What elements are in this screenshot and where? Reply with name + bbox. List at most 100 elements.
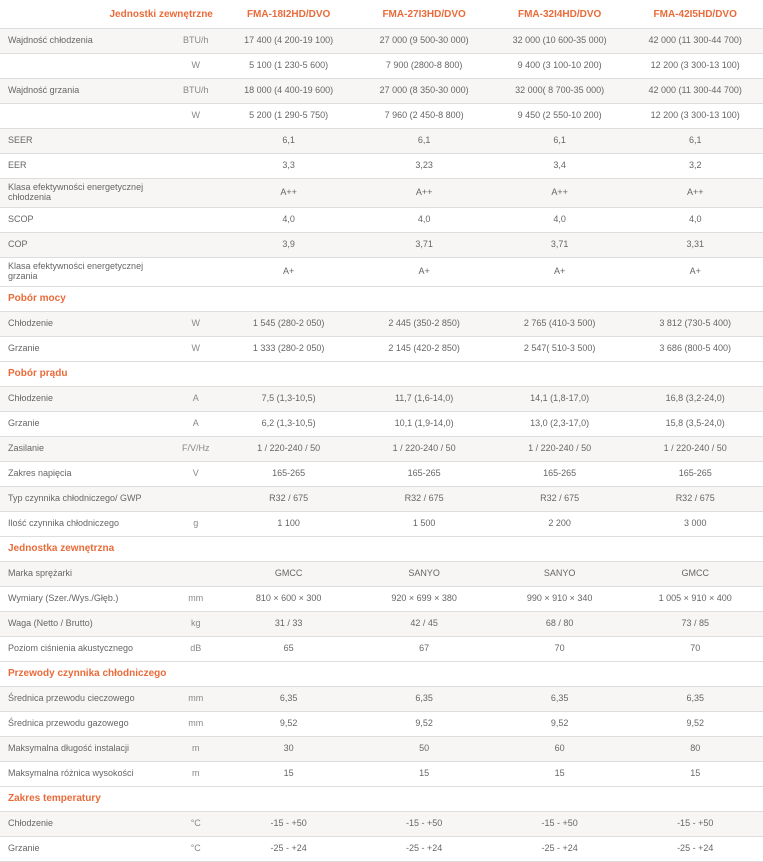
spec-unit: °C [171, 811, 221, 836]
spec-label: Maksymalna długość instalacji [0, 736, 171, 761]
spec-value: 1 500 [356, 511, 492, 536]
spec-value: 165-265 [221, 461, 357, 486]
spec-unit [171, 207, 221, 232]
section-header-label: Pobór prądu [0, 361, 763, 386]
spec-value: 1 / 220-240 / 50 [627, 436, 763, 461]
spec-unit [171, 257, 221, 286]
spec-label: Zakres napięcia [0, 461, 171, 486]
header-model: FMA-27I3HD/DVO [356, 0, 492, 29]
spec-value: GMCC [221, 561, 357, 586]
spec-value: 5 100 (1 230-5 600) [221, 54, 357, 79]
section-header-row: Przewody czynnika chłodniczego [0, 661, 763, 686]
section-header-row: Jednostka zewnętrzna [0, 536, 763, 561]
spec-unit: mm [171, 686, 221, 711]
spec-value: A++ [356, 179, 492, 208]
spec-value: 31 / 33 [221, 611, 357, 636]
spec-value: A+ [627, 257, 763, 286]
spec-unit: mm [171, 711, 221, 736]
spec-value: 3 000 [627, 511, 763, 536]
spec-row: Wajdność grzaniaBTU/h18 000 (4 400-19 60… [0, 79, 763, 104]
spec-value: 9,52 [221, 711, 357, 736]
spec-value: 17 400 (4 200-19 100) [221, 29, 357, 54]
spec-unit: A [171, 386, 221, 411]
spec-unit: m [171, 736, 221, 761]
spec-row: GrzanieA6,2 (1,3-10,5)10,1 (1,9-14,0)13,… [0, 411, 763, 436]
spec-unit: A [171, 411, 221, 436]
spec-value: 65 [221, 636, 357, 661]
spec-label: EER [0, 154, 171, 179]
spec-value: 32 000 (10 600-35 000) [492, 29, 628, 54]
spec-row: Poziom ciśnienia akustycznegodB65677070 [0, 636, 763, 661]
spec-value: 42 000 (11 300-44 700) [627, 29, 763, 54]
spec-value: A++ [627, 179, 763, 208]
spec-value: -25 - +24 [627, 836, 763, 861]
spec-value: 70 [492, 636, 628, 661]
spec-value: 12 200 (3 300-13 100) [627, 54, 763, 79]
spec-value: 15,8 (3,5-24,0) [627, 411, 763, 436]
spec-value: A++ [492, 179, 628, 208]
spec-unit: W [171, 54, 221, 79]
spec-label: Wymiary (Szer./Wys./Głęb.) [0, 586, 171, 611]
spec-row: Typ czynnika chłodniczego/ GWPR32 / 675R… [0, 486, 763, 511]
spec-value: GMCC [627, 561, 763, 586]
spec-value: 67 [356, 636, 492, 661]
header-model: FMA-18I2HD/DVO [221, 0, 357, 29]
spec-value: 1 / 220-240 / 50 [356, 436, 492, 461]
spec-value: 68 / 80 [492, 611, 628, 636]
spec-value: 3,3 [221, 154, 357, 179]
spec-row: Maksymalna różnica wysokościm15151515 [0, 761, 763, 786]
spec-value: A++ [221, 179, 357, 208]
section-header-label: Jednostka zewnętrzna [0, 536, 763, 561]
spec-label: Chłodzenie [0, 386, 171, 411]
spec-value: 165-265 [627, 461, 763, 486]
spec-value: 3,9 [221, 232, 357, 257]
spec-label: Wajdność grzania [0, 79, 171, 104]
spec-value: R32 / 675 [492, 486, 628, 511]
spec-value: 3,2 [627, 154, 763, 179]
spec-value: 1 545 (280-2 050) [221, 311, 357, 336]
spec-value: 3 686 (800-5 400) [627, 336, 763, 361]
spec-unit [171, 129, 221, 154]
spec-value: 3 812 (730-5 400) [627, 311, 763, 336]
spec-unit: m [171, 761, 221, 786]
spec-row: Zakres napięciaV165-265165-265165-265165… [0, 461, 763, 486]
spec-value: SANYO [356, 561, 492, 586]
spec-value: 165-265 [356, 461, 492, 486]
spec-unit: mm [171, 586, 221, 611]
spec-row: EER3,33,233,43,2 [0, 154, 763, 179]
spec-value: 3,71 [356, 232, 492, 257]
spec-row: Ilość czynnika chłodniczegog1 1001 5002 … [0, 511, 763, 536]
spec-value: 4,0 [221, 207, 357, 232]
spec-value: 27 000 (8 350-30 000) [356, 79, 492, 104]
spec-value: 6,35 [221, 686, 357, 711]
section-header-row: Pobór prądu [0, 361, 763, 386]
spec-value: 1 005 × 910 × 400 [627, 586, 763, 611]
spec-value: 4,0 [356, 207, 492, 232]
spec-value: 6,1 [492, 129, 628, 154]
spec-value: 1 / 220-240 / 50 [492, 436, 628, 461]
spec-value: 6,35 [492, 686, 628, 711]
spec-value: 2 445 (350-2 850) [356, 311, 492, 336]
spec-label [0, 54, 171, 79]
spec-value: 920 × 699 × 380 [356, 586, 492, 611]
spec-value: 810 × 600 × 300 [221, 586, 357, 611]
spec-value: 15 [627, 761, 763, 786]
header-corner: Jednostki zewnętrzne [0, 0, 221, 29]
spec-value: 15 [221, 761, 357, 786]
spec-value: 9 450 (2 550-10 200) [492, 104, 628, 129]
spec-unit: g [171, 511, 221, 536]
spec-value: 4,0 [627, 207, 763, 232]
spec-value: -15 - +50 [492, 811, 628, 836]
spec-value: 42 000 (11 300-44 700) [627, 79, 763, 104]
spec-value: 9,52 [492, 711, 628, 736]
spec-row: W5 200 (1 290-5 750)7 960 (2 450-8 800)9… [0, 104, 763, 129]
spec-value: 9,52 [627, 711, 763, 736]
spec-value: 2 547( 510-3 500) [492, 336, 628, 361]
spec-value: 16,8 (3,2-24,0) [627, 386, 763, 411]
spec-value: 1 333 (280-2 050) [221, 336, 357, 361]
spec-value: 32 000( 8 700-35 000) [492, 79, 628, 104]
spec-label: Marka sprężarki [0, 561, 171, 586]
spec-value: 5 200 (1 290-5 750) [221, 104, 357, 129]
spec-label: Grzanie [0, 836, 171, 861]
spec-unit [171, 154, 221, 179]
